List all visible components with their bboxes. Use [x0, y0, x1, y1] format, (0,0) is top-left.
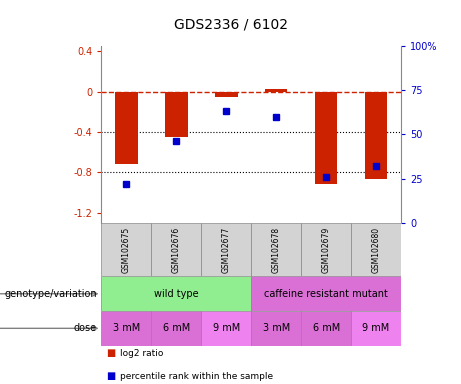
Text: GSM102675: GSM102675 — [122, 227, 131, 273]
Bar — [265, 89, 288, 91]
Bar — [151, 223, 201, 276]
Text: percentile rank within the sample: percentile rank within the sample — [120, 372, 273, 381]
Bar — [201, 223, 251, 276]
Text: 6 mM: 6 mM — [163, 323, 190, 333]
Text: GSM102680: GSM102680 — [372, 227, 381, 273]
Bar — [365, 91, 387, 179]
Bar — [351, 223, 401, 276]
Text: log2 ratio: log2 ratio — [120, 349, 163, 358]
Text: ■: ■ — [106, 348, 115, 358]
Text: 6 mM: 6 mM — [313, 323, 340, 333]
Bar — [215, 91, 237, 96]
Bar — [251, 276, 401, 311]
Bar — [301, 223, 351, 276]
Text: GSM102679: GSM102679 — [322, 227, 331, 273]
Bar — [315, 91, 337, 184]
Bar — [201, 311, 251, 346]
Text: 9 mM: 9 mM — [362, 323, 390, 333]
Text: GDS2336 / 6102: GDS2336 / 6102 — [173, 17, 288, 31]
Text: ■: ■ — [106, 371, 115, 381]
Bar — [351, 311, 401, 346]
Text: caffeine resistant mutant: caffeine resistant mutant — [264, 289, 388, 299]
Bar — [251, 223, 301, 276]
Bar — [101, 311, 151, 346]
Text: GSM102676: GSM102676 — [172, 227, 181, 273]
Text: GSM102678: GSM102678 — [272, 227, 281, 273]
Text: dose: dose — [74, 323, 97, 333]
Text: 3 mM: 3 mM — [113, 323, 140, 333]
Text: genotype/variation: genotype/variation — [4, 289, 97, 299]
Text: wild type: wild type — [154, 289, 199, 299]
Text: 3 mM: 3 mM — [263, 323, 290, 333]
Bar — [101, 223, 151, 276]
Bar — [115, 91, 138, 164]
Text: 9 mM: 9 mM — [213, 323, 240, 333]
Bar — [251, 311, 301, 346]
Bar — [151, 311, 201, 346]
Bar — [101, 276, 251, 311]
Bar — [301, 311, 351, 346]
Text: GSM102677: GSM102677 — [222, 227, 231, 273]
Bar — [165, 91, 188, 137]
